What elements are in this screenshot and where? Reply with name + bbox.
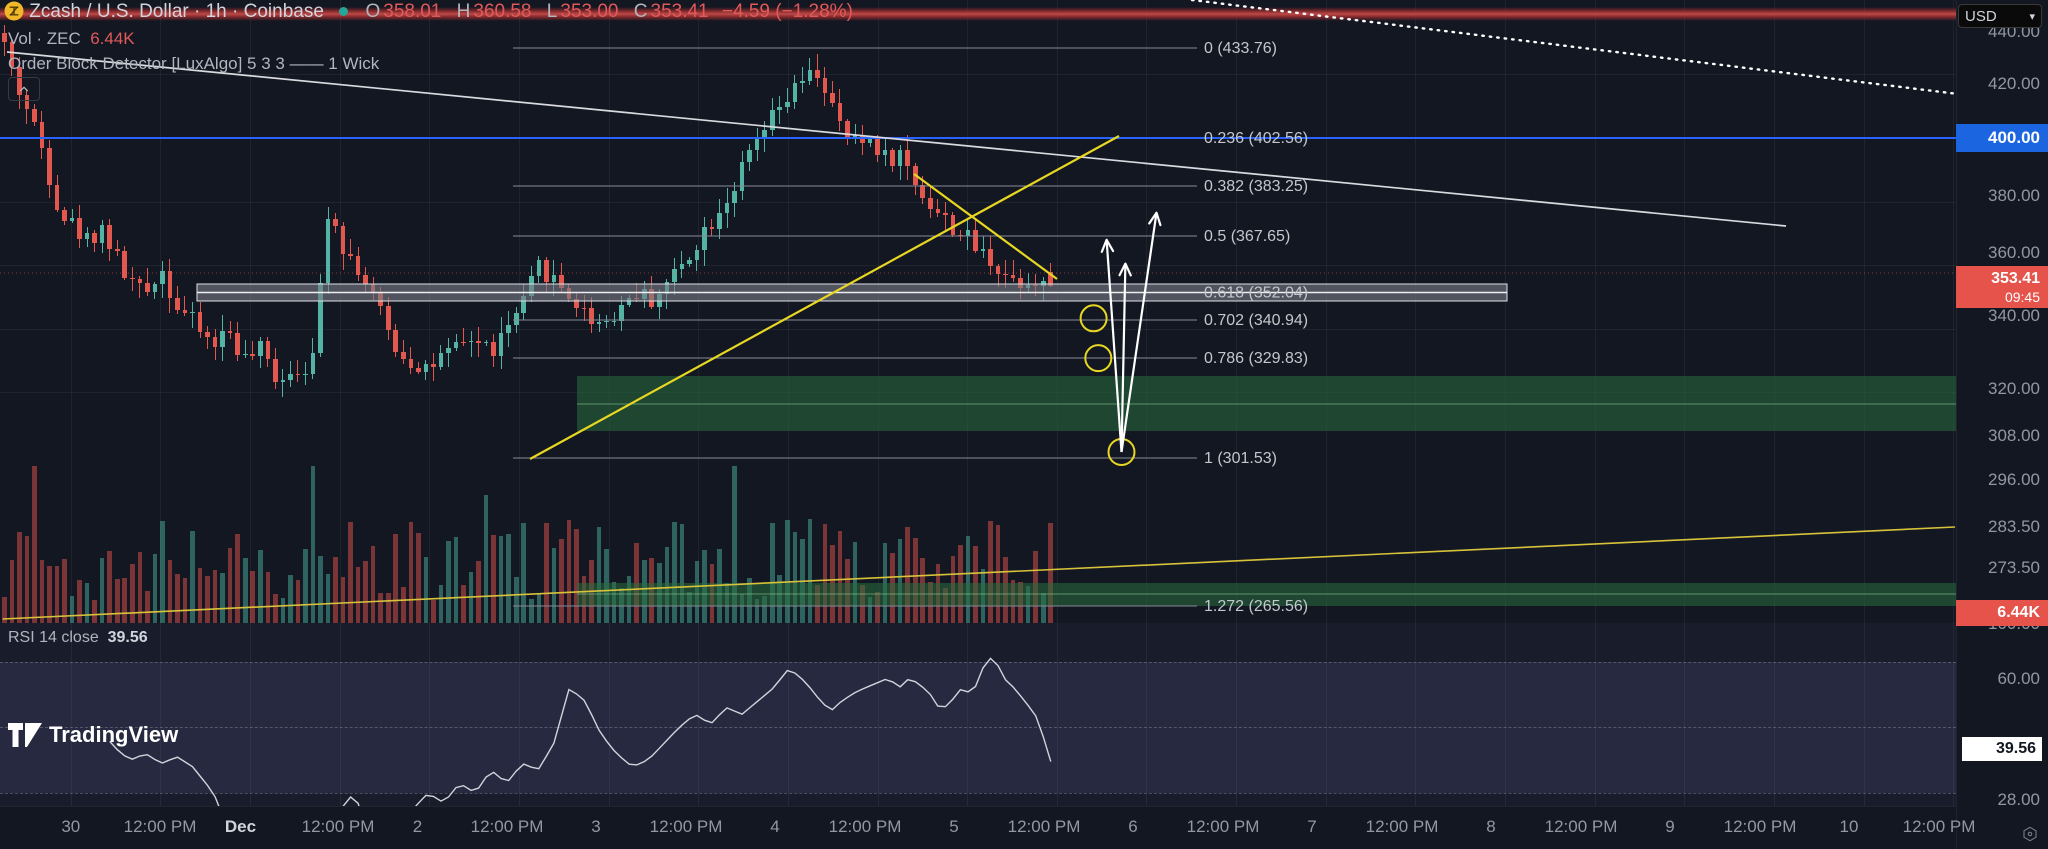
svg-text:0.702 (340.94): 0.702 (340.94) (1204, 312, 1308, 329)
svg-text:1 (301.53): 1 (301.53) (1204, 450, 1277, 467)
svg-text:0.382 (383.25): 0.382 (383.25) (1204, 178, 1308, 195)
svg-text:0.5 (367.65): 0.5 (367.65) (1204, 228, 1290, 245)
svg-text:0.236 (402.56): 0.236 (402.56) (1204, 130, 1308, 147)
svg-text:0 (433.76): 0 (433.76) (1204, 40, 1277, 57)
svg-text:1.272 (265.56): 1.272 (265.56) (1204, 598, 1308, 615)
svg-text:0.618 (352.04): 0.618 (352.04) (1204, 285, 1308, 302)
svg-text:0.786 (329.83): 0.786 (329.83) (1204, 350, 1308, 367)
